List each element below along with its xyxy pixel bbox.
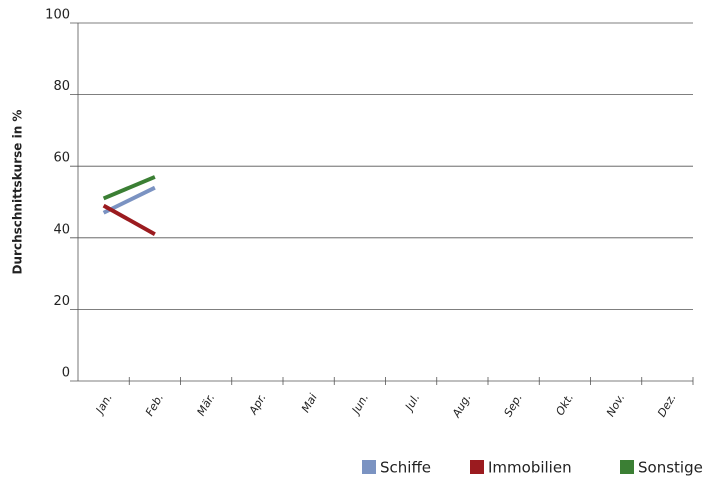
x-tick-label: Mai bbox=[299, 392, 320, 415]
legend-swatch bbox=[362, 460, 376, 474]
x-tick-label: Feb. bbox=[143, 392, 166, 419]
legend-swatch bbox=[470, 460, 484, 474]
x-tick-label: Dez. bbox=[655, 392, 679, 420]
x-tick-label: Jun. bbox=[348, 392, 371, 418]
y-tick-label: 80 bbox=[53, 79, 70, 94]
y-axis-label: Durchschnittskurse in % bbox=[11, 110, 25, 275]
legend-label: Sonstige bbox=[638, 459, 703, 477]
legend-swatch bbox=[620, 460, 634, 474]
y-tick-label: 40 bbox=[53, 222, 70, 237]
x-tick-label: Mär. bbox=[194, 392, 217, 419]
x-tick-label: Jan. bbox=[92, 392, 114, 418]
y-tick-label: 0 bbox=[62, 366, 70, 381]
legend-label: Immobilien bbox=[488, 459, 572, 477]
legend-label: Schiffe bbox=[380, 459, 431, 477]
series-line bbox=[102, 203, 156, 236]
y-tick-label: 20 bbox=[53, 294, 70, 309]
x-tick-label: Aug. bbox=[449, 392, 473, 421]
x-tick-label: Okt. bbox=[553, 392, 576, 418]
y-tick-label: 100 bbox=[45, 8, 70, 23]
x-tick-label: Jul. bbox=[402, 392, 423, 415]
series-line bbox=[102, 175, 156, 201]
x-tick-label: Sep. bbox=[501, 392, 524, 419]
x-tick-label: Nov. bbox=[604, 392, 627, 419]
y-tick-label: 60 bbox=[53, 151, 70, 166]
x-tick-label: Apr. bbox=[246, 392, 269, 418]
